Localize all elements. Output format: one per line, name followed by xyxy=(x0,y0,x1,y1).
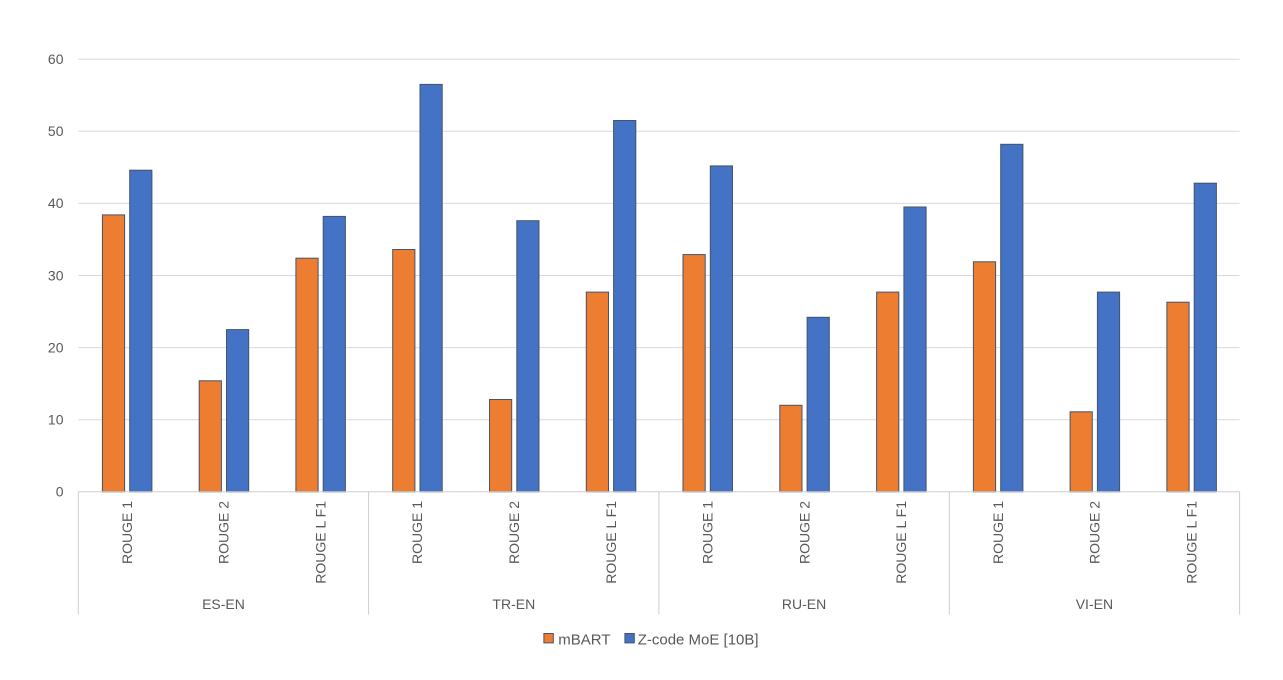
svg-text:60: 60 xyxy=(48,51,64,67)
svg-text:mBART: mBART xyxy=(558,631,610,648)
svg-text:ROUGE L F1: ROUGE L F1 xyxy=(603,501,619,584)
svg-text:ES-EN: ES-EN xyxy=(202,596,245,612)
svg-text:RU-EN: RU-EN xyxy=(782,596,826,612)
svg-text:ROUGE 1: ROUGE 1 xyxy=(119,501,135,564)
svg-text:20: 20 xyxy=(48,339,64,355)
svg-text:10: 10 xyxy=(48,412,64,428)
svg-text:ROUGE L F1: ROUGE L F1 xyxy=(893,501,909,584)
svg-text:ROUGE L F1: ROUGE L F1 xyxy=(312,501,328,584)
svg-text:ROUGE 1: ROUGE 1 xyxy=(990,501,1006,564)
svg-text:ROUGE 2: ROUGE 2 xyxy=(216,501,232,564)
svg-text:VI-EN: VI-EN xyxy=(1076,596,1113,612)
svg-text:50: 50 xyxy=(48,123,64,139)
svg-text:ROUGE L F1: ROUGE L F1 xyxy=(1183,501,1199,584)
svg-text:ROUGE 1: ROUGE 1 xyxy=(409,501,425,564)
svg-text:ROUGE 2: ROUGE 2 xyxy=(506,501,522,564)
svg-text:TR-EN: TR-EN xyxy=(492,596,535,612)
svg-text:30: 30 xyxy=(48,267,64,283)
svg-text:ROUGE 1: ROUGE 1 xyxy=(700,501,716,564)
svg-text:ROUGE 2: ROUGE 2 xyxy=(1087,501,1103,564)
svg-text:0: 0 xyxy=(56,484,64,500)
svg-text:Z-code MoE [10B]: Z-code MoE [10B] xyxy=(638,631,759,648)
svg-text:40: 40 xyxy=(48,195,64,211)
svg-text:ROUGE 2: ROUGE 2 xyxy=(796,501,812,564)
